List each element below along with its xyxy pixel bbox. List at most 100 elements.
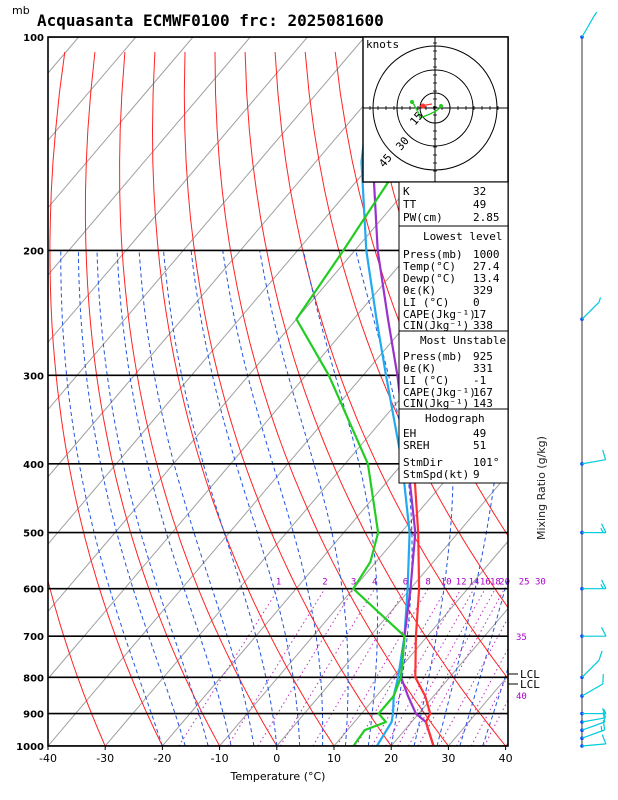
index-tt-value: 49 bbox=[473, 198, 486, 211]
wind-barb-staff bbox=[581, 659, 600, 678]
ll-cin-value: 338 bbox=[473, 319, 493, 332]
isotherm-line bbox=[48, 37, 308, 344]
mixing-ratio-label: 30 bbox=[535, 578, 546, 588]
dry-adiabat bbox=[516, 52, 618, 761]
hb-stmdir-label: StmDir bbox=[403, 456, 443, 469]
hb-sreh-label: SREH bbox=[403, 439, 430, 452]
mixing-ratio-label: 16 bbox=[480, 578, 491, 588]
mixing-ratio-line bbox=[336, 588, 429, 746]
chart-title: Acquasanta ECMWF0100 frc: 2025081600 bbox=[37, 11, 384, 30]
dry-adiabat bbox=[151, 51, 335, 746]
mixing-ratio-label: 18 bbox=[490, 578, 501, 588]
hb-eh-value: 49 bbox=[473, 427, 486, 440]
wind-barb-staff bbox=[581, 301, 600, 320]
ll-temp-label: Temp(°C) bbox=[403, 260, 456, 273]
mixing-ratio-line bbox=[408, 588, 496, 746]
wind-barb-staff bbox=[581, 721, 605, 731]
ll-li-label: LI (°C) bbox=[403, 296, 449, 309]
x-tick-label: 0 bbox=[273, 752, 280, 765]
dry-adiabat bbox=[48, 578, 106, 746]
x-tick-label: -20 bbox=[153, 752, 171, 765]
dewpoint-line bbox=[295, 37, 492, 746]
wind-barb-staff bbox=[581, 717, 606, 723]
mixing-ratio-label: 14 bbox=[469, 578, 480, 588]
mu-cin-value: 143 bbox=[473, 397, 493, 410]
y-tick-label: 700 bbox=[23, 632, 44, 643]
ll-cin-label: CIN(Jkg⁻¹) bbox=[403, 319, 469, 332]
index-k-label: K bbox=[403, 185, 410, 198]
moist-adiabat bbox=[60, 250, 163, 746]
ll-cape-value: 17 bbox=[473, 308, 486, 321]
moist-adiabat bbox=[77, 250, 186, 746]
lcl-label-2: LCL bbox=[520, 678, 540, 691]
dry-adiabat bbox=[49, 51, 164, 746]
mu-cape-value: 167 bbox=[473, 386, 493, 399]
dry-adiabat bbox=[84, 51, 221, 746]
wind-barb-staff bbox=[581, 15, 595, 38]
dry-adiabat bbox=[119, 51, 278, 746]
wind-barb-flag bbox=[600, 725, 603, 732]
index-tt-label: TT bbox=[403, 198, 417, 211]
dry-adiabat bbox=[244, 51, 507, 746]
index-k-value: 32 bbox=[473, 185, 486, 198]
ll-thetae-label: θε(K) bbox=[403, 284, 436, 297]
moist-adiabat bbox=[96, 250, 209, 746]
x-tick-label: -40 bbox=[39, 752, 57, 765]
wind-barb-staff bbox=[581, 743, 606, 747]
isotherm-line bbox=[333, 540, 508, 746]
hb-stmspd-label: StmSpd(kt) bbox=[403, 468, 469, 481]
x-tick-label: -30 bbox=[96, 752, 114, 765]
ll-li-value: 0 bbox=[473, 296, 480, 309]
mixing-ratio-label: 10 bbox=[441, 578, 452, 588]
dry-adiabat bbox=[274, 51, 508, 680]
index-pw-value: 2.85 bbox=[473, 211, 500, 224]
wind-barb-flag bbox=[601, 734, 607, 745]
mu-li-label: LI (°C) bbox=[403, 374, 449, 387]
mixing-ratio-label: 2 bbox=[322, 578, 327, 588]
wetbulb-line bbox=[360, 37, 411, 746]
isotherm-line bbox=[104, 271, 508, 746]
moist-adiabat bbox=[222, 250, 324, 746]
y-tick-label: 400 bbox=[23, 460, 44, 471]
x-tick-label: 40 bbox=[499, 752, 513, 765]
pressure-unit-label: mb bbox=[12, 4, 30, 17]
ll-dewp-label: Dewp(°C) bbox=[403, 272, 456, 285]
y-tick-label: 600 bbox=[23, 585, 44, 596]
mu-thetae-value: 331 bbox=[473, 362, 493, 375]
moist-adiabat bbox=[138, 250, 255, 746]
isotherm-line bbox=[390, 607, 508, 746]
wind-barb-flag bbox=[602, 673, 604, 685]
y-tick-label: 1000 bbox=[16, 742, 44, 753]
hodograph: knots 15 30 45 bbox=[362, 36, 509, 183]
y-axis: 1000 900 800 700 600 500 400 300 200 100 bbox=[16, 33, 44, 753]
wind-barb-flag bbox=[598, 650, 603, 661]
wind-barb-flag bbox=[598, 297, 602, 303]
mixing-ratio-axis-title: Mixing Ratio (g/kg) bbox=[535, 436, 548, 540]
parcel-line bbox=[371, 37, 435, 746]
ll-thetae-value: 329 bbox=[473, 284, 493, 297]
isotherm-line bbox=[48, 37, 366, 411]
mixing-ratio-label: 12 bbox=[456, 578, 467, 588]
wind-barb-staff bbox=[581, 683, 604, 697]
indices-panel: K 32 TT 49 PW(cm) 2.85 Lowest level Pres… bbox=[398, 181, 509, 484]
wind-barb-flag bbox=[600, 584, 604, 589]
hodograph-box-header: Hodograph bbox=[425, 412, 485, 425]
mixing-ratio-line bbox=[438, 617, 508, 746]
wind-barb-staff bbox=[581, 459, 606, 465]
moist-adiabat bbox=[190, 250, 301, 746]
wind-barb-flag bbox=[602, 449, 607, 460]
isotherm-line bbox=[276, 473, 508, 746]
lcl-label-1: LCL bbox=[520, 668, 540, 681]
wind-barb-flag bbox=[600, 627, 607, 637]
wind-barb-flag bbox=[602, 720, 606, 731]
mixing-ratio-label: 25 bbox=[519, 578, 530, 588]
mixing-ratio-label: 3 bbox=[351, 578, 356, 588]
ll-temp-value: 27.4 bbox=[473, 260, 500, 273]
wind-barb-flag bbox=[593, 11, 598, 17]
hb-stmspd-value: 9 bbox=[473, 468, 480, 481]
y-tick-label: 900 bbox=[23, 710, 44, 721]
x-axis: -40 -30 -20 -10 0 10 20 30 40 bbox=[39, 746, 513, 765]
mixing-ratio-line bbox=[312, 588, 406, 746]
